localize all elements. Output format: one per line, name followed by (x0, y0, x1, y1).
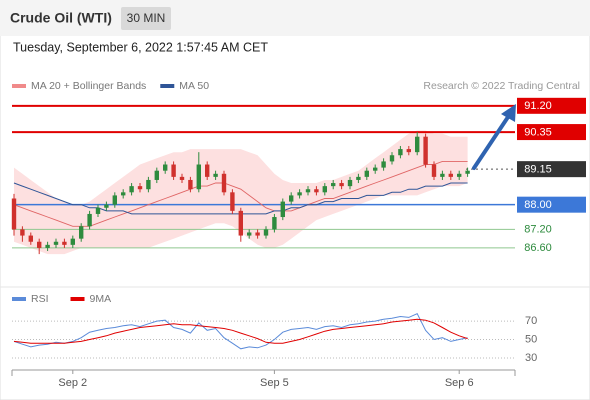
candle-body (196, 164, 201, 190)
candle-body (205, 164, 210, 177)
x-tick-label: Sep 5 (260, 377, 289, 389)
candle-body (398, 149, 403, 156)
candle-body (406, 149, 411, 153)
candle-body (104, 204, 109, 208)
header-bar (0, 0, 590, 36)
legend-label: 9MA (90, 293, 112, 305)
candle-body (322, 186, 327, 193)
source: Research © 2022 Trading Central (423, 80, 580, 92)
candle-body (20, 229, 25, 236)
candle-body (121, 192, 126, 196)
candle-body (87, 213, 92, 227)
legend-label: RSI (31, 293, 49, 305)
timeframe: 30 MIN (127, 11, 166, 25)
candle-body (280, 201, 285, 218)
title: Crude Oil (WTI) (10, 10, 112, 26)
candle-body (305, 189, 311, 193)
candle-body (137, 186, 143, 190)
level-box (517, 161, 586, 178)
candle-body (163, 164, 168, 171)
candle-body (314, 189, 319, 193)
level-label: 88.00 (524, 199, 552, 211)
candle-body (347, 179, 353, 187)
legend-swatch (160, 84, 175, 88)
candle-body (289, 195, 294, 202)
level-label: 89.15 (524, 164, 552, 176)
candle-body (297, 192, 302, 196)
candle-body (62, 241, 67, 245)
level-label: 91.20 (524, 100, 552, 112)
candle-body (457, 173, 462, 177)
candle-body (356, 176, 361, 180)
level-label: 86.60 (524, 242, 552, 254)
candle-body (112, 195, 117, 205)
candle-body (431, 164, 437, 177)
x-tick-label: Sep 6 (445, 377, 474, 389)
rsi-line (13, 318, 468, 344)
candle-body (37, 241, 42, 248)
timeframe-badge (121, 7, 171, 30)
y-tick-label: 50 (525, 333, 537, 345)
candle-body (95, 207, 101, 214)
candle-body (11, 198, 17, 230)
candle-body (263, 229, 269, 236)
candle-body (440, 173, 445, 177)
candle-body (179, 176, 185, 180)
candle-body (45, 244, 50, 248)
candle-body (221, 173, 227, 193)
level-box (517, 196, 586, 213)
candle-body (28, 235, 33, 242)
legend-swatch (70, 297, 85, 301)
candle-body (247, 232, 252, 236)
candle-body (171, 164, 176, 177)
plot: 91.20 90.35 89.15 88.00 87.20 86.60 MA 20 + Bo… (11, 80, 586, 389)
candle-body (364, 170, 369, 177)
candle-body (465, 170, 470, 174)
candle-body (230, 192, 235, 211)
forecast-arrowhead (501, 104, 516, 122)
candle-body (373, 167, 378, 171)
candle-body (255, 232, 260, 236)
legend-label: MA 20 + Bollinger Bands (31, 80, 146, 92)
forecast-arrow (472, 112, 512, 170)
candle-body (415, 136, 420, 153)
level-label: 90.35 (524, 126, 552, 138)
candle-body (53, 241, 59, 245)
y-tick-label: 30 (525, 352, 537, 364)
candle-body (331, 183, 336, 187)
candle-body (213, 173, 218, 177)
candle-body (79, 226, 84, 239)
candle-body (154, 170, 159, 180)
candle-body (188, 179, 193, 190)
candle-body (70, 238, 75, 245)
bollinger-band (14, 130, 468, 255)
candle-body (339, 183, 344, 187)
candle-body (423, 136, 428, 165)
candle-body (238, 210, 243, 236)
level-box (517, 97, 586, 114)
legend-swatch (12, 84, 26, 88)
candle-body (381, 161, 386, 168)
candle-body (129, 186, 134, 193)
candle-body (389, 155, 395, 162)
level-label: 87.20 (524, 223, 552, 235)
subtitle: Tuesday, September 6, 2022 1:57:45 AM CE… (13, 40, 268, 54)
legend-label: MA 50 (179, 80, 209, 92)
y-tick-label: 70 (525, 315, 537, 327)
legend-swatch (12, 297, 26, 301)
candle-body (146, 179, 151, 190)
level-box (517, 124, 586, 141)
candle-body (448, 173, 453, 177)
rsi-line (13, 313, 468, 350)
x-tick-label: Sep 2 (58, 377, 87, 389)
candle-body (272, 217, 277, 230)
